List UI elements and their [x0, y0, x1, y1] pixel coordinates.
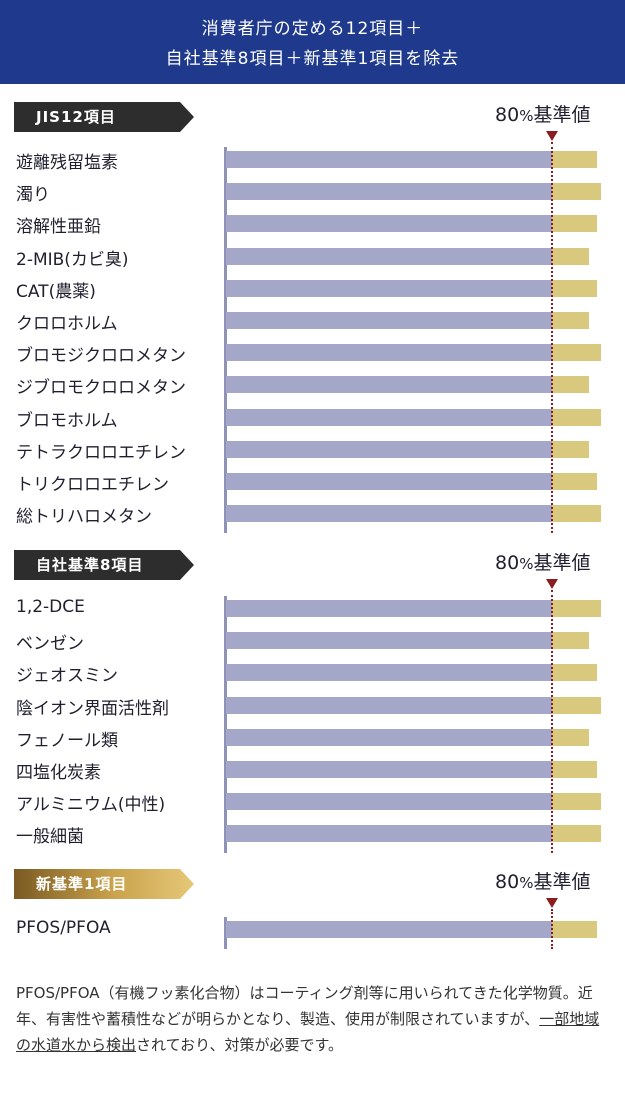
bar-below-threshold	[226, 376, 552, 394]
category-label: 遊離残留塩素	[16, 153, 118, 173]
category-label: 濁り	[16, 185, 50, 206]
category-label: 四塩化炭素	[16, 763, 101, 783]
category-label: テトラクロロエチレン	[16, 442, 186, 463]
threshold-marker-icon	[546, 898, 558, 908]
footnote: PFOS/PFOA（有機フッ素化合物）はコーティング剤等に用いられてきた化学物質…	[16, 980, 612, 1058]
bar-below-threshold	[226, 151, 552, 168]
threshold-label-number: 80	[495, 552, 520, 574]
bar-above-threshold	[552, 793, 601, 811]
bar-above-threshold	[552, 632, 589, 650]
bar-below-threshold	[226, 505, 552, 523]
bar-above-threshold	[552, 825, 601, 843]
header-line-1: 消費者庁の定める12項目＋	[201, 19, 424, 39]
bar-below-threshold	[226, 247, 552, 265]
category-label: 溶解性亜鉛	[16, 217, 101, 238]
bar-below-threshold	[226, 215, 552, 233]
threshold-label: 80%基準値	[495, 100, 590, 127]
category-label: クロロホルム	[16, 314, 118, 334]
threshold-line	[551, 909, 553, 949]
threshold-line	[551, 590, 553, 854]
bar-below-threshold	[226, 728, 552, 746]
header-line-2: 自社基準8項目＋新基準1項目を除去	[165, 49, 460, 69]
footnote-link[interactable]: 一部地域の水道水から検出	[16, 1010, 600, 1054]
footnote-text-2: されており、対策が必要です。	[136, 1036, 344, 1054]
footnote-text-1: PFOS/PFOA（有機フッ素化合物）はコーティング剤等に用いられてきた化学物質…	[16, 984, 593, 1028]
bar-below-threshold	[226, 825, 552, 843]
bar-above-threshold	[552, 664, 597, 682]
bar-below-threshold	[226, 921, 552, 938]
bar-below-threshold	[226, 600, 552, 617]
category-label: PFOS/PFOA	[16, 918, 111, 938]
threshold-line	[551, 142, 553, 534]
bar-below-threshold	[226, 473, 552, 490]
bar-below-threshold	[226, 183, 552, 201]
bar-above-threshold	[552, 183, 601, 201]
bar-below-threshold	[226, 344, 552, 362]
threshold-marker-icon	[546, 579, 558, 589]
bar-above-threshold	[552, 473, 597, 490]
threshold-label-number: 80	[495, 871, 520, 893]
bar-above-threshold	[552, 728, 589, 746]
bar-below-threshold	[226, 761, 552, 778]
threshold-label-text: 基準値	[533, 552, 591, 574]
bar-above-threshold	[552, 600, 601, 617]
bar-below-threshold	[226, 632, 552, 650]
bar-below-threshold	[226, 279, 552, 297]
category-label: ブロモジクロロメタン	[16, 346, 186, 367]
chart-axis	[224, 147, 227, 534]
threshold-label-text: 基準値	[533, 104, 591, 126]
bar-below-threshold	[226, 408, 552, 426]
bar-above-threshold	[552, 696, 601, 714]
category-label: ブロモホルム	[16, 410, 118, 431]
category-label: トリクロロエチレン	[16, 475, 169, 495]
header-banner: 消費者庁の定める12項目＋ 自社基準8項目＋新基準1項目を除去	[0, 0, 625, 84]
category-label: 1,2-DCE	[16, 597, 85, 617]
bar-below-threshold	[226, 664, 552, 682]
threshold-label: 80%基準値	[495, 548, 590, 575]
threshold-label: 80%基準値	[495, 867, 590, 894]
threshold-marker-icon	[546, 131, 558, 141]
bar-below-threshold	[226, 440, 552, 458]
bar-below-threshold	[226, 696, 552, 714]
category-label: ジェオスミン	[16, 666, 118, 687]
bar-above-threshold	[552, 279, 597, 297]
bar-above-threshold	[552, 761, 597, 778]
section-tag: 自社基準8項目	[14, 550, 194, 580]
category-label: 2-MIB(カビ臭)	[16, 249, 129, 270]
threshold-label-text: 基準値	[533, 871, 591, 893]
category-label: 陰イオン界面活性剤	[16, 698, 169, 719]
bar-above-threshold	[552, 921, 597, 938]
bar-above-threshold	[552, 312, 589, 329]
category-label: アルミニウム(中性)	[16, 795, 166, 816]
bar-above-threshold	[552, 344, 601, 362]
bar-above-threshold	[552, 505, 601, 523]
bar-above-threshold	[552, 408, 601, 426]
category-label: フェノール類	[16, 730, 118, 751]
category-label: 一般細菌	[16, 827, 84, 848]
bar-above-threshold	[552, 215, 597, 233]
bar-above-threshold	[552, 247, 589, 265]
bar-below-threshold	[226, 793, 552, 811]
category-label: ベンゼン	[16, 634, 84, 655]
chart-axis	[224, 917, 227, 949]
category-label: ジブロモクロロメタン	[16, 378, 186, 399]
category-label: CAT(農薬)	[16, 281, 96, 302]
chart-axis	[224, 596, 227, 854]
bar-above-threshold	[552, 440, 589, 458]
bar-above-threshold	[552, 151, 597, 168]
threshold-label-number: 80	[495, 104, 520, 126]
threshold-label-percent: %	[519, 107, 534, 125]
section-tag: 新基準1項目	[14, 869, 194, 899]
section-tag: JIS12項目	[14, 102, 194, 132]
category-label: 総トリハロメタン	[16, 507, 152, 528]
threshold-label-percent: %	[519, 555, 534, 573]
bar-above-threshold	[552, 376, 589, 394]
bar-below-threshold	[226, 312, 552, 329]
threshold-label-percent: %	[519, 874, 534, 892]
